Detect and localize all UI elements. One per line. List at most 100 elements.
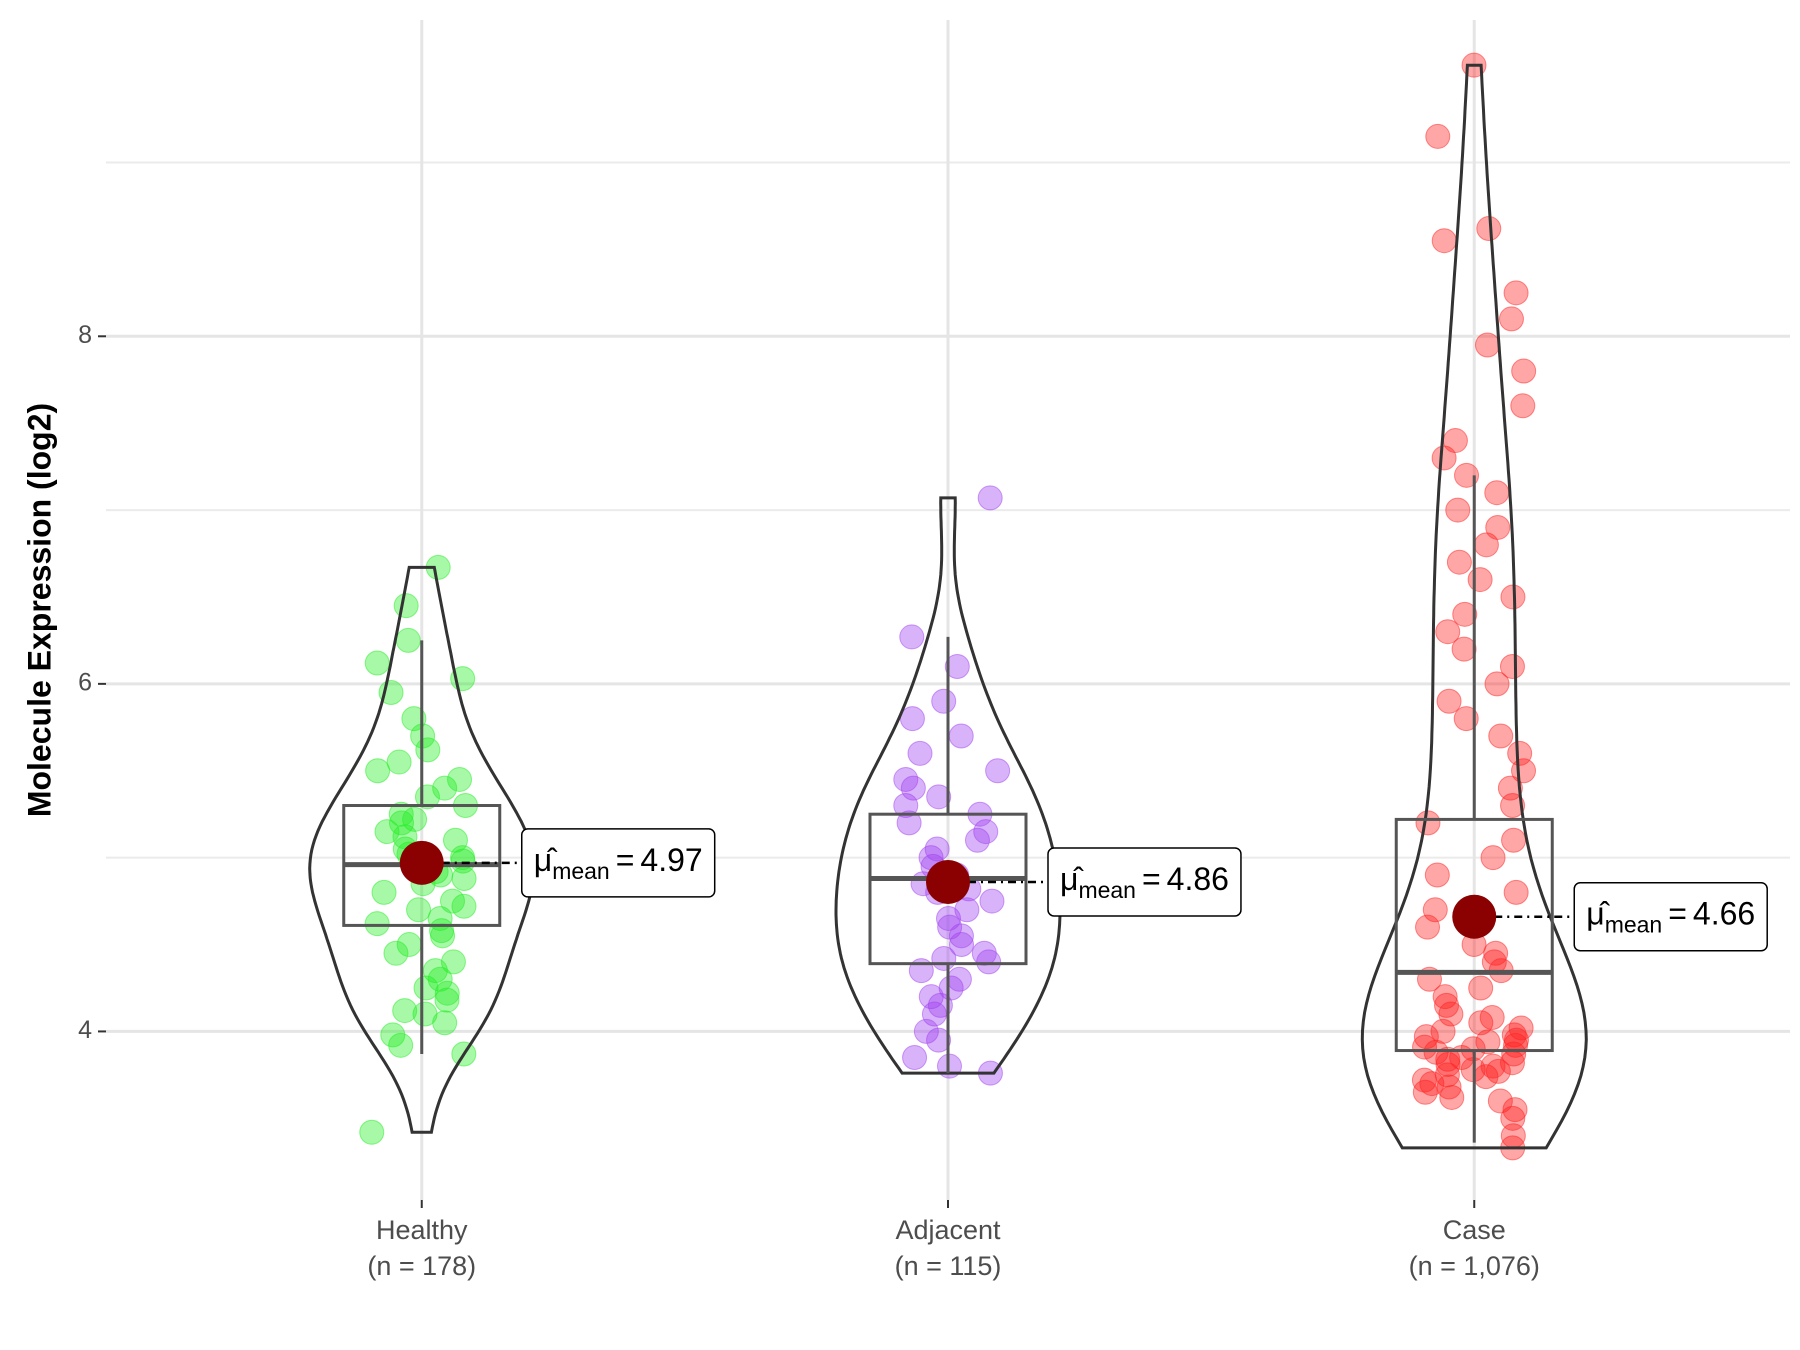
point (388, 801, 414, 827)
point (1474, 332, 1500, 358)
point (1488, 723, 1514, 749)
mean-point (926, 859, 970, 904)
point (1503, 879, 1529, 905)
point (1432, 984, 1458, 1010)
point (393, 593, 419, 619)
y-tick-label: 4 (78, 1016, 92, 1044)
mean-label: μ̂mean = 4.86 (1047, 847, 1242, 917)
point (1485, 1058, 1511, 1084)
point (1479, 1005, 1505, 1031)
mean-subscript: mean (552, 858, 610, 884)
point (447, 766, 473, 792)
point (1475, 1029, 1501, 1055)
point (434, 987, 460, 1013)
point (946, 966, 972, 992)
point (1498, 306, 1524, 332)
point (1501, 1022, 1527, 1048)
point (893, 793, 919, 819)
point (1467, 567, 1493, 593)
point (948, 723, 974, 749)
point (1419, 1071, 1445, 1097)
point (944, 653, 970, 679)
point (979, 888, 1005, 914)
mean-value: 4.66 (1693, 896, 1755, 932)
point (412, 1001, 438, 1027)
point (1507, 740, 1533, 766)
equals: = (1668, 896, 1687, 932)
point (1480, 1053, 1506, 1079)
point (985, 758, 1011, 784)
box (868, 812, 1028, 966)
mean-value: 4.86 (1167, 861, 1229, 897)
box (1394, 817, 1554, 1053)
point (1439, 1084, 1465, 1110)
point (392, 998, 418, 1024)
mean-label-box (521, 828, 716, 898)
point (432, 775, 458, 801)
point (396, 932, 422, 958)
point (926, 784, 952, 810)
point (365, 758, 391, 784)
point (1502, 1097, 1528, 1123)
point (1487, 1088, 1513, 1114)
point (1431, 445, 1457, 471)
point (1422, 897, 1448, 923)
point (1501, 827, 1527, 853)
point (395, 627, 421, 653)
point (1436, 688, 1462, 714)
mean-label-text: μ̂mean = 4.86 (1060, 861, 1229, 903)
mean-label: μ̂mean = 4.66 (1573, 881, 1768, 952)
y-axis-title: Molecule Expression (log2) (21, 403, 57, 817)
point (1424, 862, 1450, 888)
x-tick-label: Adjacent (895, 1215, 1001, 1245)
violin (1360, 63, 1588, 1150)
point (1510, 393, 1536, 419)
point (359, 1119, 385, 1145)
equals: = (1142, 861, 1161, 897)
point (1446, 549, 1472, 575)
mean-subscript: mean (1605, 912, 1663, 938)
point (1431, 228, 1457, 254)
point (1484, 671, 1510, 697)
point (1423, 1039, 1449, 1065)
point (1435, 619, 1461, 645)
mean-label-box (1047, 847, 1242, 917)
point (971, 940, 997, 966)
point (402, 806, 428, 832)
point (1499, 653, 1525, 679)
point (1445, 497, 1471, 523)
point (949, 932, 975, 958)
point (1503, 280, 1529, 306)
x-tick-label: Healthy (376, 1215, 468, 1245)
point (954, 897, 980, 923)
point (973, 819, 999, 845)
point (1411, 1067, 1437, 1093)
point (924, 836, 950, 862)
point (440, 949, 466, 975)
point (401, 706, 427, 732)
point (1453, 706, 1479, 732)
point (1415, 810, 1441, 836)
point (1452, 601, 1478, 627)
mean-point (399, 840, 444, 885)
mean-label-text: μ̂mean = 4.66 (1586, 896, 1755, 938)
point (1454, 462, 1480, 488)
point (1468, 975, 1494, 1001)
point (1451, 636, 1477, 662)
point (371, 879, 397, 905)
n-label: (n = 1,076) (1409, 1251, 1540, 1281)
point (427, 966, 453, 992)
point (1483, 940, 1509, 966)
point (899, 624, 925, 650)
point (406, 897, 432, 923)
point (1425, 123, 1451, 149)
point (902, 1044, 928, 1070)
point (937, 914, 963, 940)
point (386, 749, 412, 775)
mean-subscript: mean (1078, 877, 1136, 903)
mean-point (1452, 894, 1497, 939)
point (1508, 1015, 1534, 1041)
point (1415, 914, 1441, 940)
point (380, 1022, 406, 1048)
